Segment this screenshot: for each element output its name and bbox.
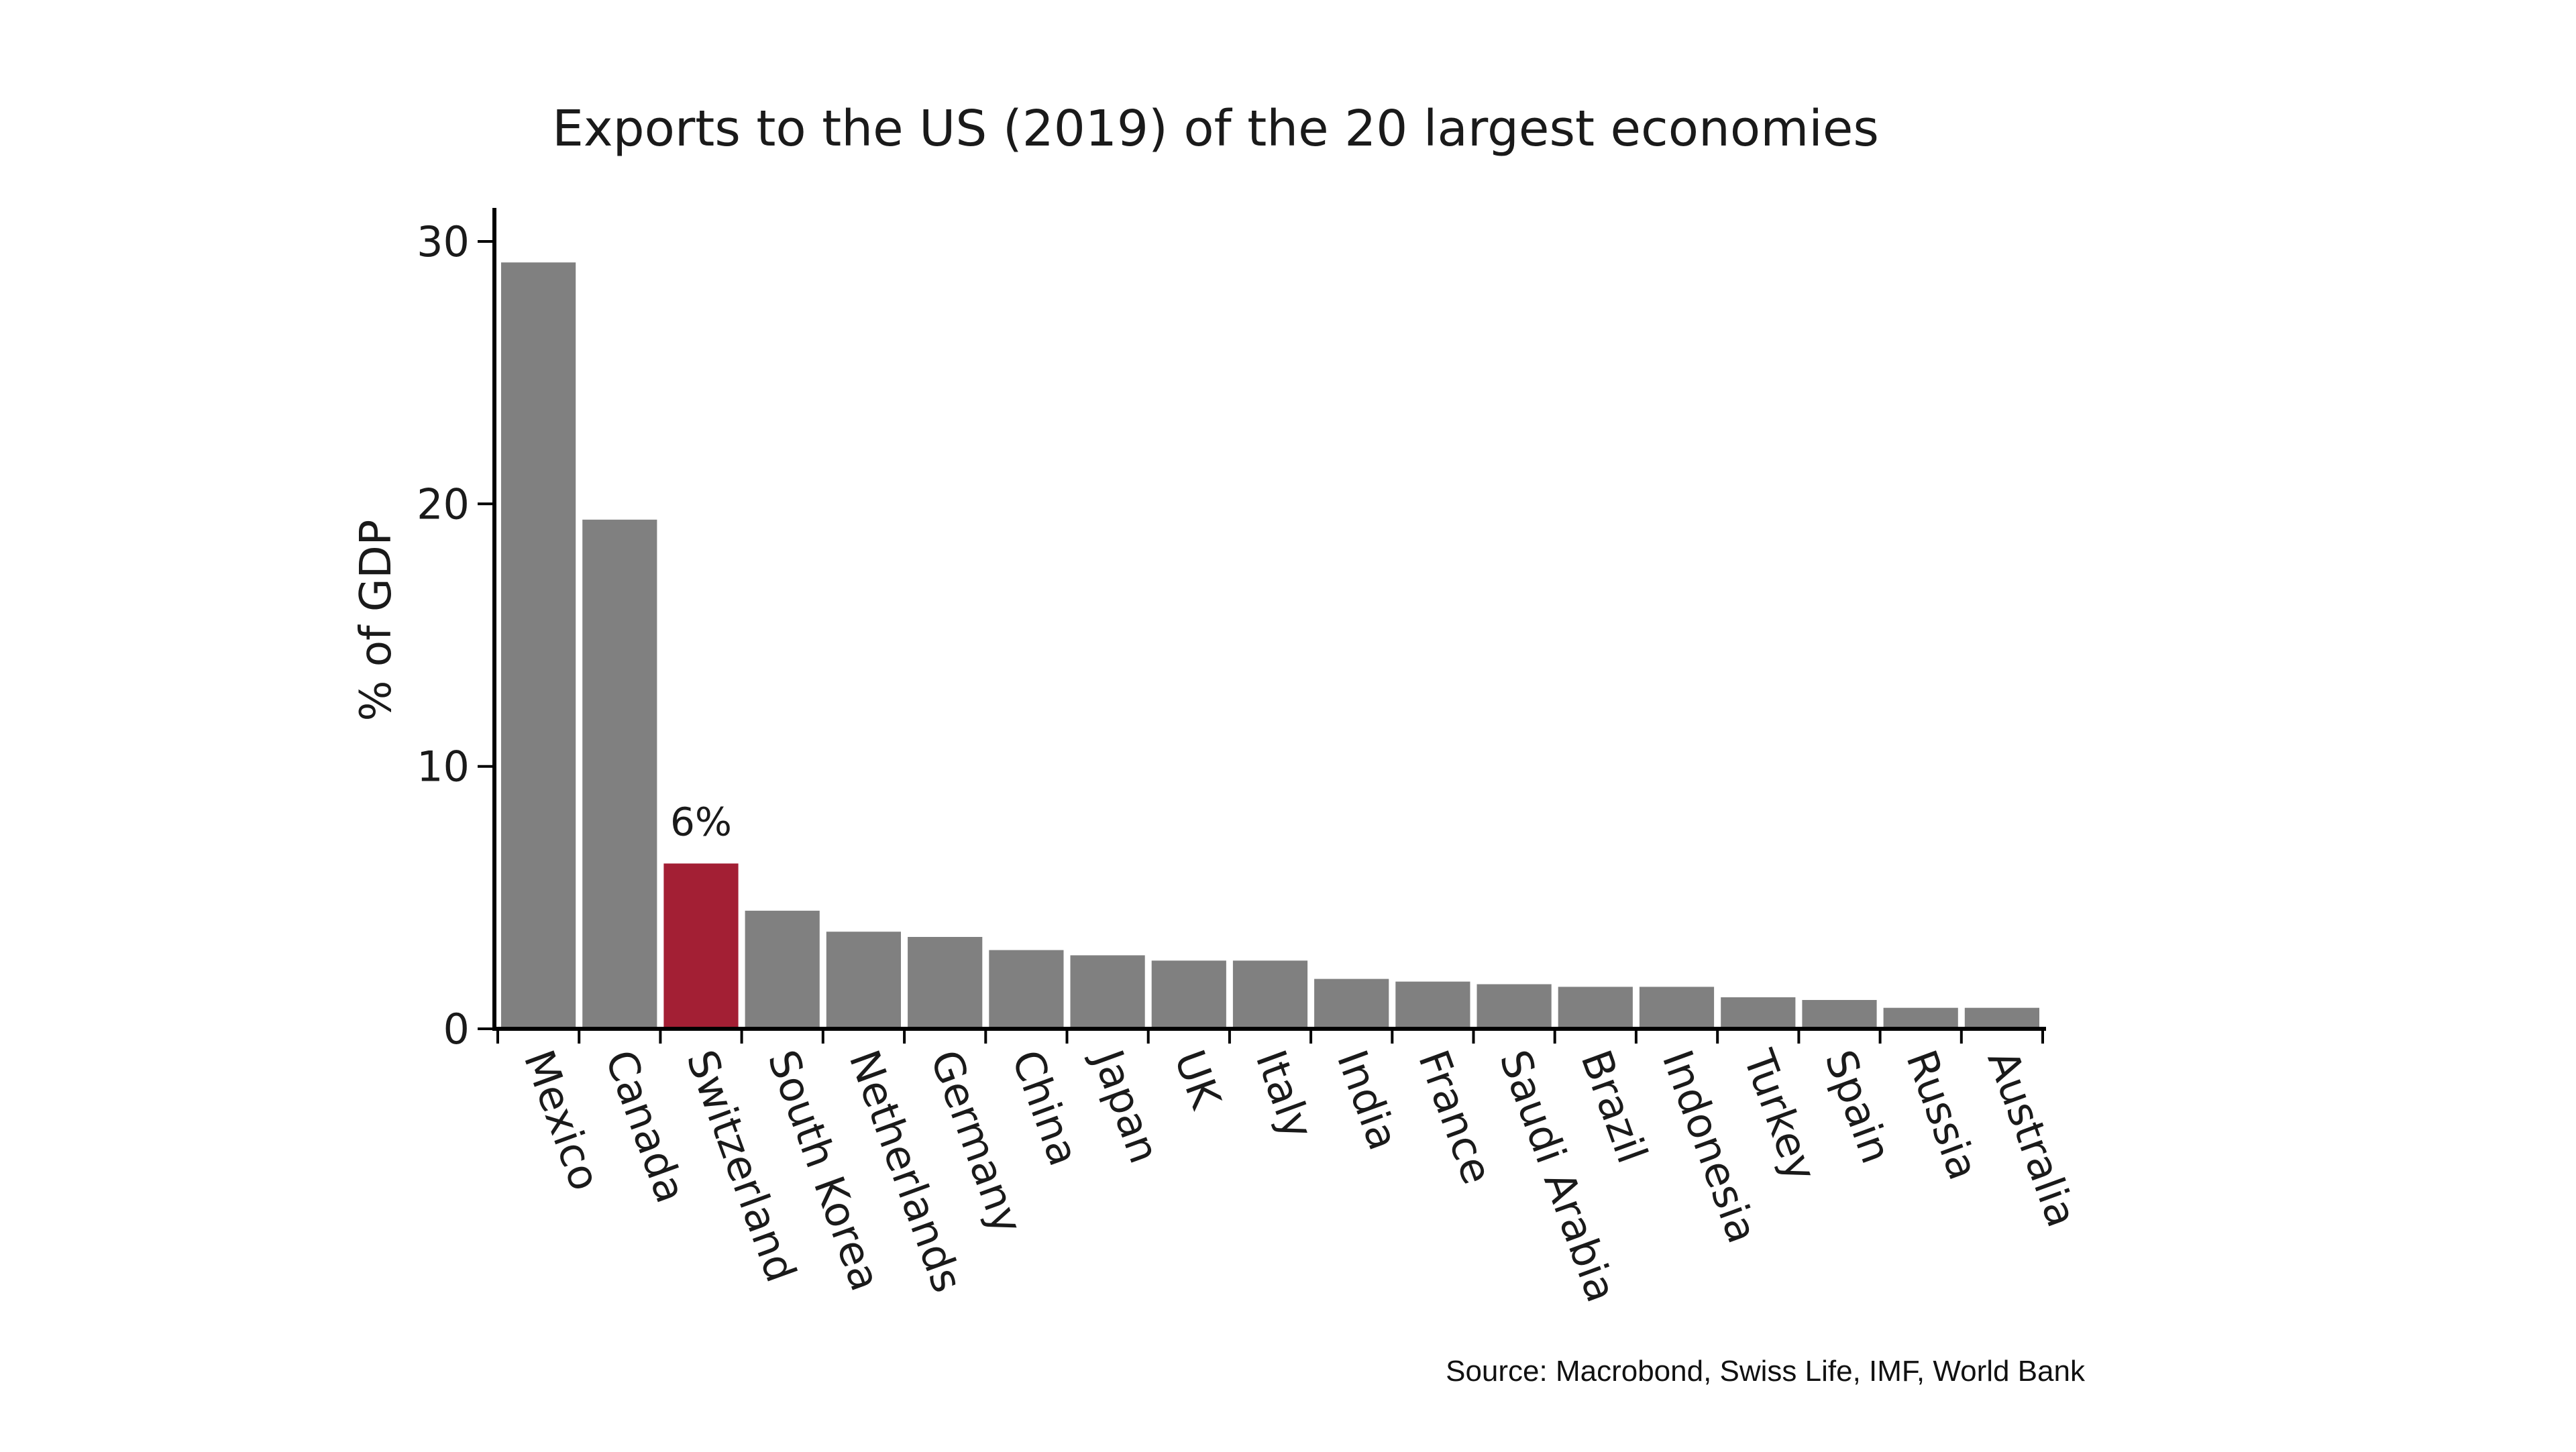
x-label-china: China: [1002, 1044, 1089, 1172]
bar-germany: [908, 937, 983, 1029]
bar-mexico: [501, 262, 576, 1029]
bar-canada: [582, 519, 657, 1029]
bar-indonesia: [1639, 987, 1715, 1029]
bar-russia: [1883, 1007, 1958, 1029]
x-label-india: India: [1328, 1044, 1409, 1156]
x-label-france: France: [1409, 1044, 1502, 1190]
highlight-value-label: 6%: [670, 799, 732, 845]
bar-china: [989, 950, 1064, 1029]
y-ticks-group: 0 10 20 30: [417, 217, 494, 1054]
bar-south-korea: [745, 910, 820, 1029]
bar-brazil: [1558, 987, 1633, 1029]
bar-india: [1314, 979, 1389, 1029]
x-label-italy: Italy: [1246, 1044, 1324, 1145]
y-tick-label: 30: [417, 217, 470, 266]
bar-switzerland: [663, 863, 739, 1029]
x-label-japan: Japan: [1083, 1041, 1169, 1169]
x-label-turkey: Turkey: [1733, 1043, 1826, 1188]
y-tick-label: 0: [443, 1005, 470, 1054]
x-label-spain: Spain: [1815, 1044, 1901, 1170]
source-note: Source: Macrobond, Swiss Life, IMF, Worl…: [1446, 1355, 2086, 1388]
bar-italy: [1232, 960, 1308, 1029]
x-label-russia: Russia: [1896, 1044, 1988, 1186]
bar-saudi-arabia: [1477, 984, 1552, 1029]
bar-japan: [1070, 955, 1145, 1029]
y-axis-title: % of GDP: [352, 520, 401, 722]
x-ticks-group: [496, 1029, 2044, 1044]
annotations-group: 6%: [670, 799, 732, 845]
bar-turkey: [1721, 997, 1796, 1029]
y-tick-label: 20: [417, 480, 470, 528]
bar-spain: [1802, 1000, 1877, 1029]
bar-netherlands: [826, 932, 901, 1029]
bar-france: [1395, 981, 1470, 1029]
x-label-brazil: Brazil: [1571, 1044, 1657, 1170]
x-label-australia: Australia: [1978, 1044, 2087, 1233]
chart-title: Exports to the US (2019) of the 20 large…: [552, 100, 1879, 158]
bar-australia: [1964, 1007, 2039, 1029]
bar-uk: [1151, 960, 1226, 1029]
x-label-uk: UK: [1165, 1044, 1230, 1115]
bars-group: [501, 262, 2039, 1029]
y-tick-label: 10: [417, 742, 470, 791]
x-label-mexico: Mexico: [515, 1044, 610, 1196]
